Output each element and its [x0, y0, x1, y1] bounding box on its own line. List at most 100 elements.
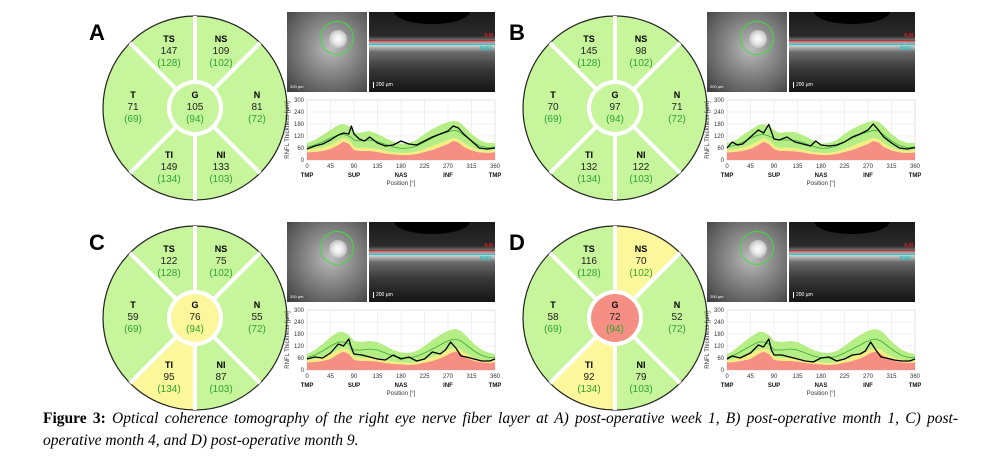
sector-value: 116 [581, 256, 597, 267]
panel-a: A TS 147 (128) NS 109 (102) T 71 (69) G 105 (94) N 81(… [85, 8, 545, 208]
sector-text-t: T 71(69) [124, 90, 142, 125]
ilm-label: ILM [484, 33, 493, 39]
fundus-scale-bar: 200 µm [710, 84, 724, 89]
sector-text-ni: NI 79(103) [629, 360, 652, 395]
sector-ts [549, 16, 615, 89]
x-tick-label: 90 [771, 164, 778, 170]
sector-ti [129, 127, 195, 200]
y-tick-label: 180 [714, 332, 725, 338]
sector-label: TS [163, 244, 175, 254]
sector-label: T [130, 90, 136, 100]
sector-label: N [254, 90, 261, 100]
y-axis-label: RNFL Thickness [µm] [285, 101, 291, 159]
patient-rnfl-line [306, 338, 496, 362]
sector-label: NS [215, 34, 228, 44]
borderline-range-band [307, 348, 495, 365]
x-tick-label: 135 [372, 374, 383, 380]
x-tick-label: 45 [747, 164, 754, 170]
sector-divider [213, 251, 262, 300]
region-label: NAS [815, 383, 828, 389]
sector-normative: (134) [157, 384, 180, 395]
sector-t [523, 252, 596, 384]
sector-label: TI [165, 360, 173, 370]
sector-ni [195, 337, 261, 410]
bscan-vitreous-arc [394, 12, 470, 24]
x-tick-label: 135 [792, 164, 803, 170]
panel-letter: D [509, 230, 525, 255]
sector-ni [615, 127, 681, 200]
region-label: TMP [721, 383, 734, 389]
ilm-label: ILM [904, 33, 913, 39]
y-tick-label: 240 [294, 110, 305, 116]
sector-ns [615, 16, 681, 89]
oct-bscan-image: ILM RNFL 200 µm [369, 222, 495, 302]
sector-value: 72 [609, 312, 621, 323]
sector-value: 133 [213, 162, 230, 173]
panel-c: C TS 122 (128) NS 75 (102) T 59 (69) G 76 (94) N 55 (72… [85, 218, 545, 418]
y-tick-label: 180 [294, 122, 305, 128]
region-label: TMP [909, 383, 921, 389]
rnfl-thickness-chart: 0 60 120 180 240 300 0 45 90 135 180 225 270 315 360 TM… [285, 98, 501, 187]
bscan-scale-bar: 200 µm [373, 292, 393, 298]
sector-value: 71 [127, 102, 139, 113]
y-tick-label: 240 [714, 320, 725, 326]
rnfl-boundary-line [789, 44, 915, 45]
sector-value: 76 [189, 312, 201, 323]
sector-divider [633, 251, 682, 300]
sector-n [214, 42, 287, 174]
ilm-boundary-line [369, 40, 495, 41]
bscan-scale-bar: 200 µm [793, 292, 813, 298]
x-tick-label: 0 [725, 164, 729, 170]
sector-text-ts: TS 147(128) [157, 34, 180, 69]
sector-label: N [674, 90, 681, 100]
rnfl-sector-pie: TS 147(128) NS 109(102) T 71(69) G 105(94) N 81(7… [102, 15, 288, 201]
sector-label: G [611, 90, 618, 100]
sector-divider [548, 336, 597, 385]
sector-normative: (102) [209, 268, 232, 279]
x-tick-label: 45 [327, 374, 334, 380]
y-tick-label: 300 [714, 308, 725, 314]
sector-value: 71 [671, 102, 683, 113]
sector-text-g: G 76(94) [186, 300, 204, 335]
sector-t [103, 252, 176, 384]
region-label: NAS [395, 173, 408, 179]
outside-normal-band [727, 141, 915, 160]
sector-normative: (128) [157, 58, 180, 69]
sector-label: NS [635, 34, 648, 44]
sector-text-n: N 52(72) [668, 300, 686, 335]
sector-normative: (72) [248, 114, 266, 125]
sector-label: TI [165, 150, 173, 160]
x-tick-label: 45 [747, 374, 754, 380]
sector-normative: (69) [544, 324, 562, 335]
sector-value: 92 [583, 372, 595, 383]
sector-ti [549, 127, 615, 200]
scan-circle [740, 231, 774, 265]
panel-b: B TS 145 (128) NS 98 (102) T 70 (69) G 97 (94) N 71 (72… [505, 8, 965, 208]
x-tick-label: 90 [771, 374, 778, 380]
sector-normative: (103) [209, 384, 232, 395]
region-label: TMP [301, 173, 314, 179]
sector-value: 145 [581, 46, 598, 57]
sector-text-ts: TS 145(128) [577, 34, 600, 69]
scan-circle [740, 21, 774, 55]
bscan-scale-bar: 200 µm [373, 82, 393, 88]
y-tick-label: 60 [717, 356, 724, 362]
patient-rnfl-line [306, 125, 496, 150]
y-tick-label: 120 [714, 134, 725, 140]
sector-text-ts: TS 116(128) [577, 244, 600, 279]
sector-normative: (128) [577, 268, 600, 279]
sector-text-ni: NI 87(103) [209, 360, 232, 395]
y-tick-label: 240 [714, 110, 725, 116]
sector-value: 81 [251, 102, 263, 113]
y-tick-label: 0 [721, 158, 725, 164]
patient-rnfl-line [726, 338, 916, 363]
sector-g [591, 294, 639, 342]
sector-normative: (102) [209, 58, 232, 69]
sector-text-g: G 97(94) [606, 90, 624, 125]
sector-ts [129, 226, 195, 299]
x-tick-label: 270 [863, 164, 874, 170]
oct-bscan-image: ILM RNFL 200 µm [789, 222, 915, 302]
figure-caption: Figure 3: Optical coherence tomography o… [43, 408, 958, 452]
ilm-boundary-line [789, 250, 915, 251]
sector-label: NI [637, 360, 646, 370]
